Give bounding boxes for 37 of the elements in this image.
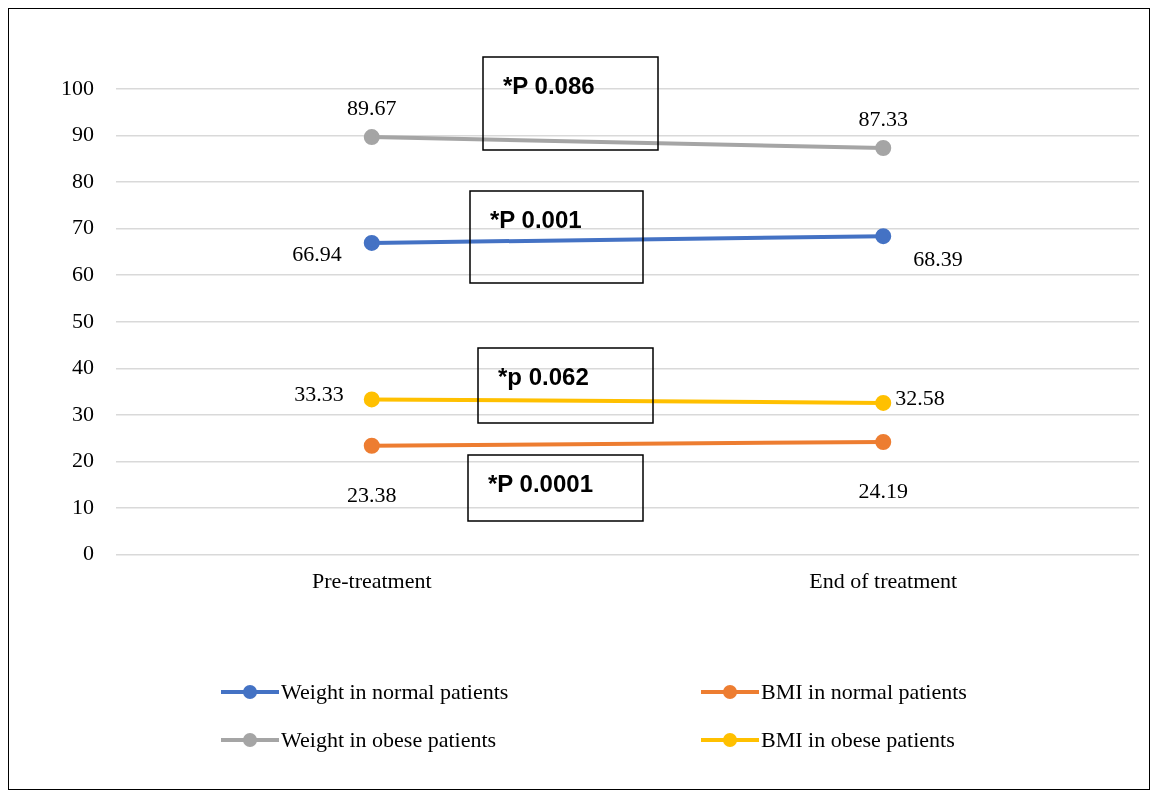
y-tick-label: 30 (72, 400, 94, 426)
data-label: 24.19 (858, 477, 908, 503)
y-tick-label: 50 (72, 307, 94, 333)
point (363, 437, 380, 454)
y-tick-label: 90 (72, 121, 94, 147)
data-label: 66.94 (292, 240, 342, 266)
data-label: 32.58 (895, 384, 945, 410)
legend-label: Weight in obese patients (281, 727, 497, 753)
x-tick-label: End of treatment (809, 567, 958, 593)
data-label: 68.39 (913, 245, 963, 271)
point (875, 228, 892, 245)
legend-label: BMI in obese patients (761, 727, 955, 753)
y-tick-label: 100 (61, 74, 94, 100)
point (363, 391, 380, 408)
y-tick-label: 80 (72, 167, 94, 193)
y-tick-label: 0 (83, 540, 94, 566)
legend-label: BMI in normal patients (761, 679, 967, 705)
point (875, 139, 892, 156)
y-tick-label: 20 (72, 447, 94, 473)
y-tick-label: 60 (72, 261, 94, 287)
annotation: *P 0.086 (503, 71, 595, 99)
point (363, 129, 380, 146)
point (875, 433, 892, 450)
data-label: 89.67 (347, 94, 397, 120)
data-label: 23.38 (347, 481, 397, 507)
y-tick-label: 40 (72, 354, 94, 380)
point (363, 234, 380, 251)
annotation: *P 0.001 (490, 205, 582, 233)
y-tick-label: 10 (72, 493, 94, 519)
x-tick-label: Pre-treatment (311, 567, 432, 593)
data-label: 87.33 (858, 105, 908, 131)
data-label: 33.33 (294, 381, 344, 407)
y-tick-label: 70 (72, 214, 94, 240)
annotation: *P 0.0001 (488, 469, 593, 497)
legend-label: Weight in normal patients (281, 679, 509, 705)
annotation: *p 0.062 (498, 362, 589, 390)
point (875, 394, 892, 411)
